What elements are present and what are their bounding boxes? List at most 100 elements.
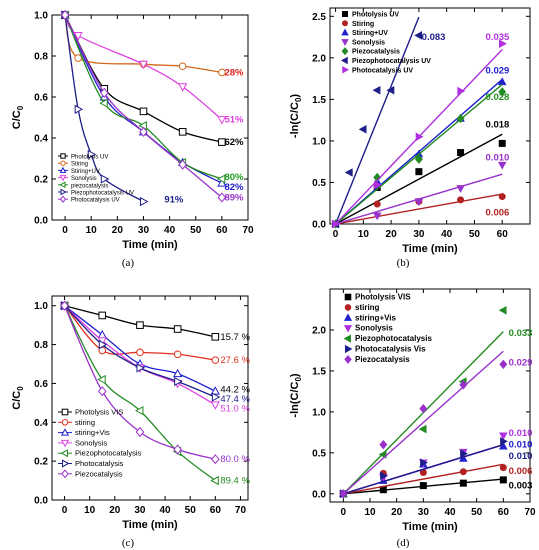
chart-panel-3: 0 10 20 30 40 50 60 70 0.0 0.2 0.4 0.6 0.8 1.0 Time (m…	[11, 295, 250, 549]
panel-label: (a)	[122, 257, 135, 269]
fit-line	[334, 16, 420, 224]
value-annotation: 0.006	[486, 207, 510, 218]
x-tick-label: 70	[242, 225, 254, 236]
legend-label: Photolysis VIS	[355, 293, 411, 302]
data-point	[173, 350, 182, 359]
fit-line	[342, 350, 504, 495]
plot-frame	[329, 288, 531, 503]
y-tick-label: 0.0	[34, 496, 48, 507]
chart-panel-2: 0 10 20 30 40 50 60 0.0 0.5 1.0 1.5 2.0 2.5 Time (min…	[289, 7, 531, 269]
data-point	[60, 300, 69, 311]
x-tick-label: 0	[333, 229, 339, 240]
y-tick-label: 2.0	[312, 53, 326, 64]
value-annotation: 0.029	[509, 358, 533, 369]
data-point	[97, 386, 107, 397]
legend-marker	[343, 325, 353, 333]
data-point	[74, 54, 82, 62]
legend-label: Photocatalysis UV	[352, 67, 413, 74]
y-tick-label: 0.2	[34, 175, 48, 186]
x-tick-label: 10	[358, 229, 370, 240]
data-point	[173, 325, 182, 333]
value-annotation: 0.010	[509, 451, 533, 462]
value-annotation: 0.018	[486, 119, 510, 130]
legend-label: Sonolysis	[71, 176, 97, 182]
data-point	[419, 482, 427, 490]
y-tick-label: 1.0	[312, 407, 326, 418]
legend-marker	[59, 181, 66, 189]
legend-marker	[59, 175, 67, 182]
value-annotation: 91%	[164, 195, 184, 206]
data-point	[60, 9, 70, 21]
data-point	[173, 368, 183, 378]
data-point	[211, 356, 220, 364]
data-point	[379, 486, 387, 494]
y-axis-title: -ln(C/C0)	[289, 94, 303, 139]
data-point	[499, 359, 508, 370]
data-point	[378, 450, 387, 459]
x-tick-label: 50	[190, 225, 202, 236]
x-tick-label: 10	[364, 507, 376, 518]
legend-label: Photolysis VIS	[75, 408, 123, 417]
data-point	[98, 339, 108, 350]
data-point	[414, 154, 423, 164]
legend-marker	[59, 195, 67, 203]
legend-marker	[341, 39, 349, 46]
legend-marker	[61, 408, 69, 416]
legend-label: stiring+Vis	[355, 313, 397, 322]
legend: Photolysis UV Stiring Stiring+UV Sonolysis P…	[340, 11, 431, 74]
legend-marker	[342, 11, 348, 17]
value-annotation: 44.2 %	[220, 384, 250, 395]
data-point	[418, 424, 427, 434]
value-annotation: 0.006	[509, 466, 533, 477]
legend-label: Sonolysis	[355, 324, 393, 333]
data-point	[211, 333, 220, 341]
y-tick-label: 0.6	[34, 379, 48, 390]
x-tick-label: 70	[235, 505, 247, 516]
data-point	[498, 193, 506, 201]
value-annotation: 0.003	[509, 481, 533, 492]
value-annotation: 0.035	[486, 32, 510, 43]
data-point	[497, 161, 507, 170]
legend-marker	[61, 459, 70, 468]
value-annotation: 0.010	[509, 440, 533, 451]
series-7	[332, 39, 507, 229]
data-point	[379, 439, 388, 450]
data-point	[373, 200, 381, 208]
x-tick-label: 50	[469, 229, 481, 240]
y-tick-label: 0.6	[34, 93, 48, 104]
x-tick-label: 40	[444, 507, 456, 518]
data-point	[419, 403, 428, 414]
x-tick-label: 30	[418, 507, 430, 518]
fit-line	[343, 463, 504, 495]
legend-label: Stiring+UV	[352, 30, 388, 37]
data-point	[386, 85, 395, 95]
data-point	[456, 185, 465, 193]
legend-label: Photolysis UV	[352, 12, 399, 19]
legend-label: stiring	[75, 418, 95, 427]
legend-label: Photocatalysis UV	[71, 198, 120, 204]
legend-label: Sonolysis	[352, 39, 385, 46]
y-tick-label: 0.0	[312, 489, 326, 500]
legend-marker	[340, 56, 348, 65]
value-annotation: 47.4 %	[220, 394, 250, 405]
legend-marker	[344, 344, 353, 354]
data-point	[459, 380, 468, 390]
x-tick-label: 0	[62, 225, 68, 236]
x-tick-label: 40	[441, 229, 453, 240]
panel-label: (c)	[122, 537, 135, 549]
data-point	[456, 113, 465, 124]
y-tick-label: 0.2	[34, 457, 48, 468]
legend-marker	[343, 313, 353, 321]
legend-marker	[344, 354, 352, 364]
data-point	[358, 124, 367, 134]
chart-panel-4: 0 10 20 30 40 50 60 70 0.0 0.5 1.0 1.5 2.0 Time (min)…	[289, 288, 536, 549]
x-axis-title: Time (min)	[402, 243, 458, 255]
data-point	[500, 437, 508, 446]
series-line	[64, 305, 216, 392]
value-annotation: 0.029	[486, 65, 510, 76]
data-point	[415, 132, 424, 142]
legend-marker	[61, 469, 69, 479]
x-tick-label: 40	[164, 225, 176, 236]
legend-marker	[60, 428, 70, 436]
